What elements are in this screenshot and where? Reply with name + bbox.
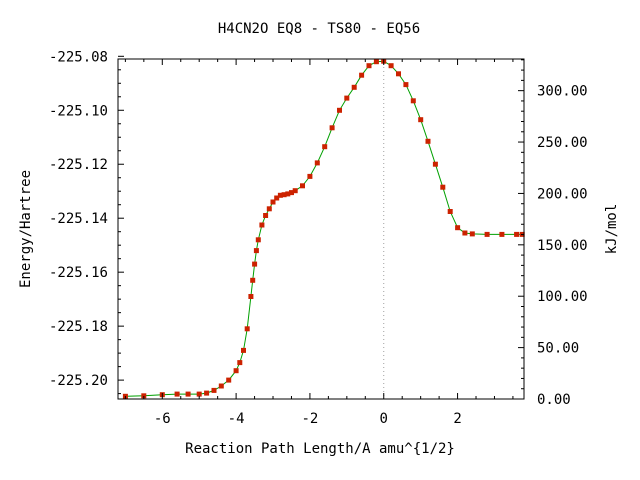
data-point xyxy=(252,261,258,267)
data-point xyxy=(266,206,272,212)
data-point xyxy=(329,125,335,131)
y2-tick-label: 100.00 xyxy=(537,289,588,305)
data-point xyxy=(447,209,453,214)
data-point xyxy=(440,184,446,190)
data-point xyxy=(314,160,320,166)
data-point xyxy=(300,183,305,189)
data-point xyxy=(322,144,328,150)
data-point xyxy=(204,390,210,396)
y2-axis-label: kJ/mol xyxy=(604,204,620,255)
data-point xyxy=(270,199,276,205)
data-point xyxy=(250,277,256,283)
series-line xyxy=(125,60,523,397)
axes: -6 -4 -2 0 2 -225.08 -225.10 -225.12 -225.14 -225… xyxy=(49,49,588,427)
data-point xyxy=(307,173,313,179)
data-point xyxy=(455,225,461,231)
data-point xyxy=(226,377,232,383)
data-point xyxy=(141,393,147,399)
y-tick-label: -225.20 xyxy=(49,373,108,389)
data-point xyxy=(281,192,287,198)
data-point xyxy=(425,138,431,144)
data-point xyxy=(289,190,294,196)
data-point xyxy=(255,237,261,243)
data-point xyxy=(253,248,259,254)
data-point xyxy=(403,82,409,88)
y2-tick-label: 150.00 xyxy=(537,238,588,254)
data-point xyxy=(337,107,342,113)
data-point xyxy=(218,383,224,389)
x-tick-label: -6 xyxy=(154,411,171,427)
x-axis-label: Reaction Path Length/A amu^{1/2} xyxy=(185,441,455,457)
data-point xyxy=(241,347,246,353)
plot-frame xyxy=(117,58,525,400)
x-tick-label: 0 xyxy=(380,411,388,427)
x-tick-label: 2 xyxy=(453,411,461,427)
data-point xyxy=(351,84,357,90)
data-point xyxy=(462,230,468,236)
data-point xyxy=(196,391,202,397)
data-point xyxy=(396,71,401,77)
x-tick-label: -4 xyxy=(228,411,245,427)
y-tick-label: -225.12 xyxy=(49,157,108,173)
data-point xyxy=(237,360,243,366)
data-point xyxy=(277,192,283,198)
data-point xyxy=(359,72,365,78)
data-point xyxy=(248,294,254,299)
x-tick-label: -2 xyxy=(301,411,318,427)
data-point xyxy=(211,387,217,393)
data-point xyxy=(185,391,191,397)
y2-tick-label: 200.00 xyxy=(537,186,588,202)
data-point xyxy=(285,191,291,197)
data-point xyxy=(244,326,250,332)
data-point xyxy=(373,59,379,65)
data-point xyxy=(484,231,490,237)
y-tick-label: -225.14 xyxy=(49,211,108,227)
y-tick-label: -225.10 xyxy=(49,103,108,119)
data-point xyxy=(432,161,438,167)
data-point xyxy=(366,63,372,69)
data-point xyxy=(274,195,280,201)
data-point xyxy=(388,63,394,69)
chart-title: H4CN2O EQ8 - TS80 - EQ56 xyxy=(218,21,420,37)
data-point xyxy=(418,117,424,123)
y-tick-label: -225.16 xyxy=(49,265,108,281)
data-point xyxy=(233,368,239,374)
plot-area xyxy=(122,58,525,399)
y-tick-label: -225.18 xyxy=(49,319,108,335)
y2-tick-label: 250.00 xyxy=(537,135,588,151)
data-point xyxy=(174,391,180,397)
y-axis-label: Energy/Hartree xyxy=(18,170,34,288)
data-point xyxy=(410,98,416,104)
y2-tick-label: 0.00 xyxy=(537,392,571,408)
y2-tick-label: 50.00 xyxy=(537,341,579,357)
data-point xyxy=(514,231,520,237)
data-point xyxy=(259,222,265,228)
data-point xyxy=(344,95,350,101)
y2-tick-label: 300.00 xyxy=(537,84,588,100)
data-point xyxy=(469,231,475,237)
data-point xyxy=(263,213,269,218)
y-tick-label: -225.08 xyxy=(49,49,108,65)
data-point xyxy=(499,231,505,237)
data-point xyxy=(292,188,298,194)
